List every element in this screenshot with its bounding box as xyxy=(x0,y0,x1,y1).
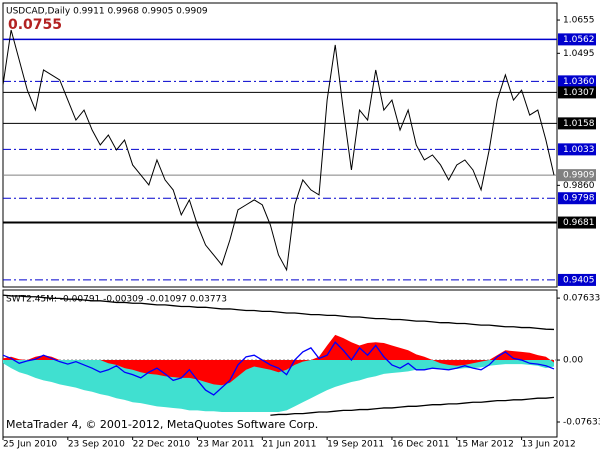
level-box xyxy=(558,192,596,205)
level-box xyxy=(558,117,596,130)
level-label: 1.0360 xyxy=(563,77,595,87)
indicator-line xyxy=(270,396,555,416)
level-label: 0.9405 xyxy=(563,275,595,285)
level-box xyxy=(558,143,596,156)
y2-tick-label: -0.07633 xyxy=(563,418,600,428)
price-pane xyxy=(2,2,558,288)
chart-title: USDCAD,Daily 0.9911 0.9968 0.9905 0.9909 xyxy=(6,7,208,17)
level-box xyxy=(558,216,596,229)
y2-tick-label: 0.00 xyxy=(563,356,583,366)
level-box xyxy=(558,86,596,99)
indicator-pane xyxy=(2,289,558,438)
y2-tick-label: 0.07633 xyxy=(563,294,600,304)
y-tick-label: 1.0655 xyxy=(563,16,595,26)
indicator-title: SWT2.45M: -0.00791 -0.00309 -0.01097 0.0… xyxy=(6,295,227,305)
indicator-line xyxy=(2,294,555,331)
x-tick-label: 16 Dec 2011 xyxy=(392,440,450,450)
indicator-line xyxy=(2,341,555,396)
x-tick-label: 19 Sep 2011 xyxy=(327,440,384,450)
annotation: 0.0755 xyxy=(8,17,62,33)
level-box xyxy=(558,273,596,286)
level-label: 1.0033 xyxy=(563,145,595,155)
price-line xyxy=(2,29,555,272)
x-tick-label: 23 Mar 2011 xyxy=(197,440,254,450)
level-box xyxy=(558,33,596,46)
level-label: 0.9798 xyxy=(563,194,595,204)
level-label: 1.0562 xyxy=(563,35,595,45)
indicator-area xyxy=(3,360,554,412)
x-tick-label: 23 Sep 2010 xyxy=(68,440,125,450)
level-box xyxy=(558,75,596,88)
x-tick-label: 13 Jun 2012 xyxy=(522,440,576,450)
level-label: 0.9909 xyxy=(563,171,595,181)
level-label: 1.0307 xyxy=(563,88,595,98)
y-tick-label: 0.9860 xyxy=(563,181,595,191)
x-tick-label: 21 Jun 2011 xyxy=(262,440,316,450)
footer: MetaTrader 4, © 2001-2012, MetaQuotes So… xyxy=(6,418,318,431)
level-label: 0.9681 xyxy=(563,218,595,228)
level-label: 1.0158 xyxy=(563,119,595,129)
x-tick-label: 15 Mar 2012 xyxy=(457,440,514,450)
x-tick-label: 25 Jun 2010 xyxy=(3,440,57,450)
y-tick-label: 1.0495 xyxy=(563,49,595,59)
level-box xyxy=(558,169,596,182)
x-tick-label: 22 Dec 2010 xyxy=(133,440,191,450)
